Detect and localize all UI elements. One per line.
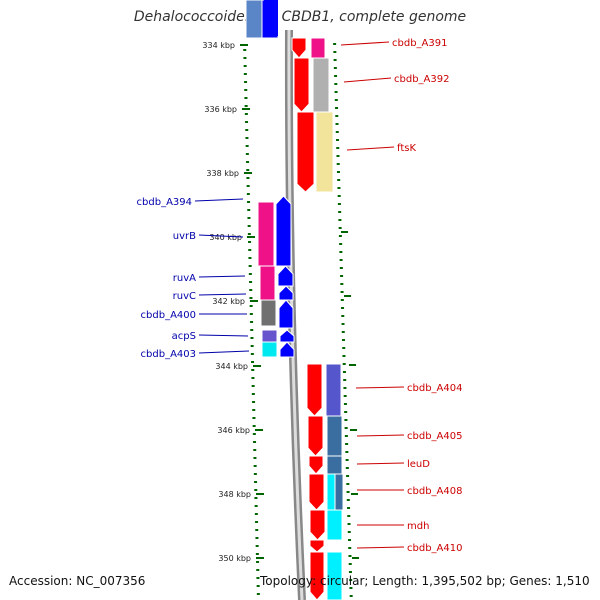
forward-gene-arrow: [278, 299, 294, 329]
gene-leader-line: [194, 198, 244, 202]
gene-label: leuD: [407, 459, 430, 470]
forward-gene-arrow: [277, 265, 294, 287]
gene-leader-line: [356, 546, 405, 549]
feature-block: [310, 37, 326, 59]
feature-block: [326, 455, 343, 475]
feature-block: [315, 111, 334, 193]
gene-leader-line: [198, 275, 246, 278]
gene-label: ruvA: [173, 273, 196, 284]
kbp-label: 350 kbp: [218, 554, 251, 563]
gene-leader-line: [343, 77, 392, 83]
gene-label: mdh: [407, 521, 429, 532]
forward-gene-arrow: [279, 329, 295, 343]
feature-block: [261, 341, 278, 358]
gene-leader-line: [356, 434, 405, 437]
gene-label: ruvC: [173, 291, 196, 302]
kbp-label: 342 kbp: [212, 297, 245, 306]
feature-block: [259, 265, 276, 301]
gene-leader-line: [346, 146, 395, 151]
reverse-gene-arrow: [309, 509, 326, 541]
feature-block: [261, 329, 278, 343]
forward-gene-arrow: [279, 341, 295, 358]
gene-leader-line: [198, 293, 247, 296]
reverse-gene-arrow: [291, 37, 307, 59]
reverse-gene-arrow: [296, 111, 315, 193]
forward-gene-arrow: [275, 195, 292, 267]
forward-gene-arrow: [278, 285, 294, 301]
feature-block: [260, 299, 277, 327]
feature-block: [326, 473, 336, 511]
feature-block: [326, 415, 343, 457]
gene-label: ftsK: [397, 143, 416, 154]
kbp-label: 344 kbp: [215, 362, 248, 371]
gene-label: cbdb_A400: [141, 310, 196, 321]
gene-label: cbdb_A405: [407, 431, 462, 442]
gene-leader-line: [198, 350, 250, 354]
gene-label: acpS: [172, 331, 196, 342]
kbp-label: 338 kbp: [206, 169, 239, 178]
reverse-gene-arrow: [308, 473, 325, 511]
genome-stats-text: Topology: circular; Length: 1,395,502 bp…: [260, 574, 590, 588]
accession-text: Accession: NC_007356: [9, 574, 146, 588]
feature-block: [312, 57, 330, 113]
gene-leader-line: [355, 386, 405, 389]
gene-label: cbdb_A408: [407, 486, 462, 497]
kbp-label: 346 kbp: [217, 426, 250, 435]
kbp-label: 348 kbp: [218, 490, 251, 499]
feature-block: [325, 363, 342, 417]
gene-label: cbdb_A394: [137, 197, 192, 208]
feature-block: [245, 0, 263, 39]
gene-leader-line: [340, 41, 390, 46]
gene-leader-line: [198, 234, 244, 238]
gene-leader-line: [356, 462, 405, 465]
reverse-gene-arrow: [307, 415, 324, 457]
reverse-gene-arrow: [308, 455, 324, 475]
gene-label: cbdb_A391: [392, 38, 447, 49]
kbp-label: 334 kbp: [202, 41, 235, 50]
feature-block: [257, 201, 275, 267]
gene-label: cbdb_A404: [407, 383, 462, 394]
kbp-label: 340 kbp: [209, 233, 242, 242]
reverse-gene-arrow: [309, 539, 325, 553]
gene-label: cbdb_A403: [141, 349, 196, 360]
forward-gene-block: [264, 0, 278, 36]
gene-label: uvrB: [173, 231, 196, 242]
feature-block: [326, 509, 343, 541]
reverse-gene-arrow: [306, 363, 323, 417]
feature-block: [326, 551, 343, 600]
reverse-gene-arrow: [309, 551, 325, 600]
gene-leader-line: [198, 334, 249, 337]
kbp-label: 336 kbp: [204, 105, 237, 114]
gene-label: cbdb_A410: [407, 543, 462, 554]
feature-block: [334, 473, 344, 511]
reverse-gene-arrow: [293, 57, 310, 113]
map-title: Dehalococcoides sp. CBDB1, complete geno…: [133, 9, 467, 25]
gene-label: cbdb_A392: [394, 74, 449, 85]
